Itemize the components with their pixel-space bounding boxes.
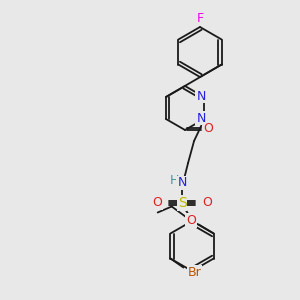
Text: S: S xyxy=(178,196,186,210)
Text: N: N xyxy=(196,112,206,124)
Text: O: O xyxy=(152,196,162,209)
Text: N: N xyxy=(177,176,187,190)
Text: H: H xyxy=(169,173,179,187)
Text: O: O xyxy=(202,196,212,209)
Text: N: N xyxy=(196,89,206,103)
Text: Br: Br xyxy=(188,266,201,279)
Text: O: O xyxy=(186,214,196,227)
Text: O: O xyxy=(203,122,213,136)
Text: F: F xyxy=(196,11,204,25)
